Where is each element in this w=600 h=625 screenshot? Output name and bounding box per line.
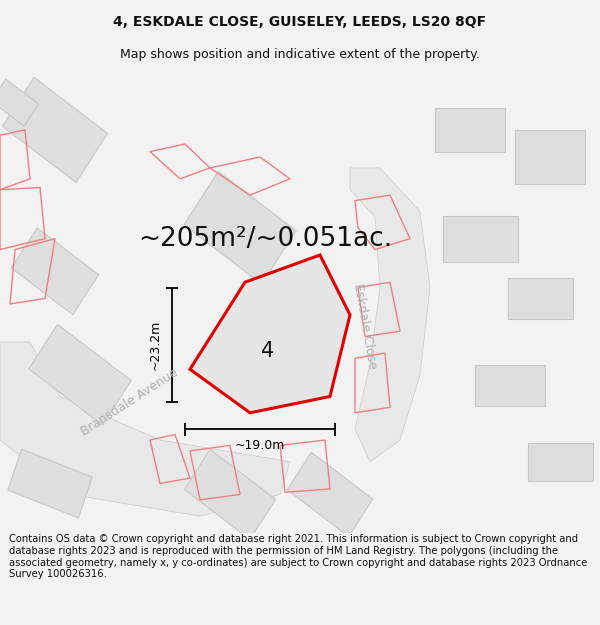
Polygon shape — [184, 171, 296, 284]
Polygon shape — [184, 449, 275, 539]
Text: ~23.2m: ~23.2m — [149, 320, 161, 371]
Polygon shape — [190, 255, 350, 412]
Text: Eskdale Close: Eskdale Close — [351, 282, 379, 369]
Text: 4: 4 — [262, 341, 275, 361]
Text: 4, ESKDALE CLOSE, GUISELEY, LEEDS, LS20 8QF: 4, ESKDALE CLOSE, GUISELEY, LEEDS, LS20 … — [113, 16, 487, 29]
Polygon shape — [29, 324, 131, 425]
Text: ~205m²/~0.051ac.: ~205m²/~0.051ac. — [138, 226, 392, 252]
Polygon shape — [508, 278, 572, 319]
Text: ~19.0m: ~19.0m — [235, 439, 285, 452]
Polygon shape — [287, 452, 373, 536]
Text: Map shows position and indicative extent of the property.: Map shows position and indicative extent… — [120, 48, 480, 61]
Polygon shape — [8, 449, 92, 518]
Polygon shape — [350, 168, 430, 462]
Polygon shape — [0, 79, 38, 126]
Polygon shape — [475, 365, 545, 406]
Polygon shape — [443, 216, 517, 261]
Polygon shape — [0, 342, 290, 516]
Polygon shape — [435, 108, 505, 152]
Polygon shape — [2, 78, 107, 182]
Text: Contains OS data © Crown copyright and database right 2021. This information is : Contains OS data © Crown copyright and d… — [9, 534, 587, 579]
Polygon shape — [515, 130, 585, 184]
Text: Bransdale Avenue: Bransdale Avenue — [79, 366, 181, 438]
Polygon shape — [527, 442, 593, 481]
Polygon shape — [11, 228, 98, 315]
